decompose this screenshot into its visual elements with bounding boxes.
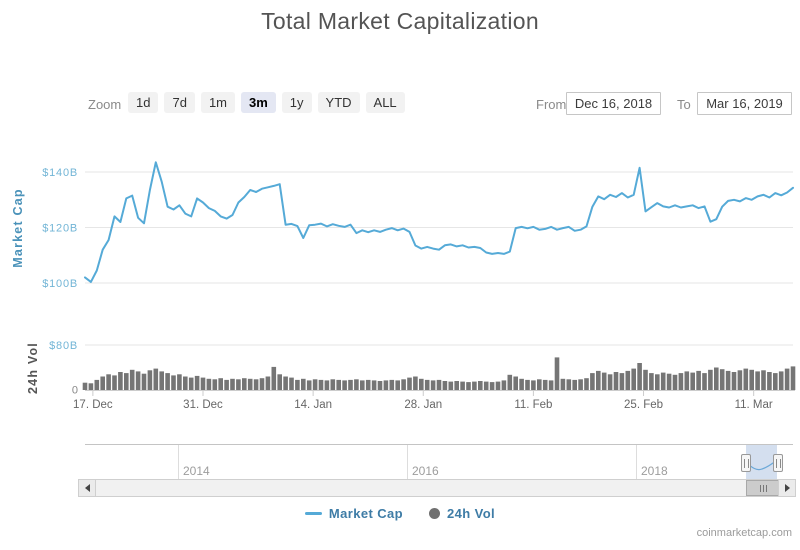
navigator-left-handle[interactable]: [741, 454, 751, 472]
x-axis: 17. Dec 31. Dec 14. Jan 28. Jan 11. Feb 25. F…: [73, 390, 795, 411]
handle-grip-icon: [775, 458, 781, 468]
zoom-button-3m[interactable]: 3m: [241, 92, 276, 113]
vol-tick-label-zero: 0: [72, 385, 78, 397]
zoom-button-1y[interactable]: 1y: [281, 92, 312, 113]
legend-label: 24h Vol: [447, 506, 496, 521]
navigator-year-label: 2014: [183, 464, 210, 478]
x-tick-label: 31. Dec: [183, 399, 223, 411]
navigator-right-handle[interactable]: [773, 454, 783, 472]
scrollbar[interactable]: [78, 479, 796, 497]
x-tick-label: 17. Dec: [73, 399, 113, 411]
volume-axis-title: 24h Vol: [26, 342, 40, 394]
handle-grip-icon: [743, 458, 749, 468]
scrollbar-right-arrow[interactable]: [778, 480, 795, 496]
zoom-button-YTD[interactable]: YTD: [317, 92, 360, 113]
legend-item-market-cap[interactable]: Market Cap: [304, 506, 403, 521]
scrollbar-left-arrow[interactable]: [79, 480, 96, 496]
navigator-year-label: 2018: [641, 464, 668, 478]
from-date-input[interactable]: [566, 92, 661, 115]
navigator-gridline: [636, 445, 637, 479]
credit-link[interactable]: coinmarketcap.com: [696, 527, 792, 539]
navigator-gridline: [178, 445, 179, 479]
legend-label: Market Cap: [328, 506, 403, 521]
line-marker-icon: [304, 512, 322, 515]
zoom-button-1d[interactable]: 1d: [128, 92, 159, 113]
zoom-label: Zoom: [88, 97, 122, 112]
gridlines: [85, 171, 793, 346]
x-tick-label: 11. Feb: [514, 399, 552, 411]
price-volume-chart[interactable]: 17. Dec 31. Dec 14. Jan 28. Jan 11. Feb 25. F…: [0, 140, 800, 440]
scrollbar-thumb[interactable]: [746, 480, 780, 496]
market-cap-axis-title: Market Cap: [11, 188, 25, 267]
to-label: To: [677, 97, 691, 112]
vol-tick-label-top: $80B: [49, 340, 78, 352]
x-tick-label: 14. Jan: [294, 399, 332, 411]
x-tick-label: 25. Feb: [624, 399, 663, 411]
x-tick-label: 11. Mar: [735, 399, 773, 411]
navigator-year-label: 2016: [412, 464, 439, 478]
chart-title: Total Market Capitalization: [261, 8, 539, 34]
y-tick-label: $100B: [42, 278, 78, 290]
arrow-right-icon: [784, 484, 790, 492]
y-tick-label: $120B: [42, 223, 78, 235]
arrow-left-icon: [84, 484, 90, 492]
legend: Market Cap 24h Vol: [0, 506, 800, 521]
zoom-button-ALL[interactable]: ALL: [365, 92, 405, 113]
y-tick-label: $140B: [42, 167, 78, 179]
navigator-selection[interactable]: [745, 445, 778, 479]
zoom-button-1m[interactable]: 1m: [200, 92, 235, 113]
y-axis-labels: $100B $120B $140B $80B 0: [42, 167, 78, 397]
navigator-gridline: [407, 445, 408, 479]
volume-bars[interactable]: [82, 357, 796, 391]
zoom-button-group: 1d 7d 1m 3m 1y YTD ALL: [128, 92, 405, 113]
x-tick-label: 28. Jan: [404, 399, 442, 411]
to-date-input[interactable]: [697, 92, 792, 115]
navigator[interactable]: 2014 2016 2018: [85, 444, 793, 479]
navigator-series-preview: [745, 459, 778, 471]
from-label: From: [536, 97, 567, 112]
dot-marker-icon: [429, 508, 440, 519]
legend-item-24h-vol[interactable]: 24h Vol: [429, 506, 495, 521]
market-cap-line[interactable]: [84, 161, 794, 283]
zoom-button-7d[interactable]: 7d: [164, 92, 195, 113]
